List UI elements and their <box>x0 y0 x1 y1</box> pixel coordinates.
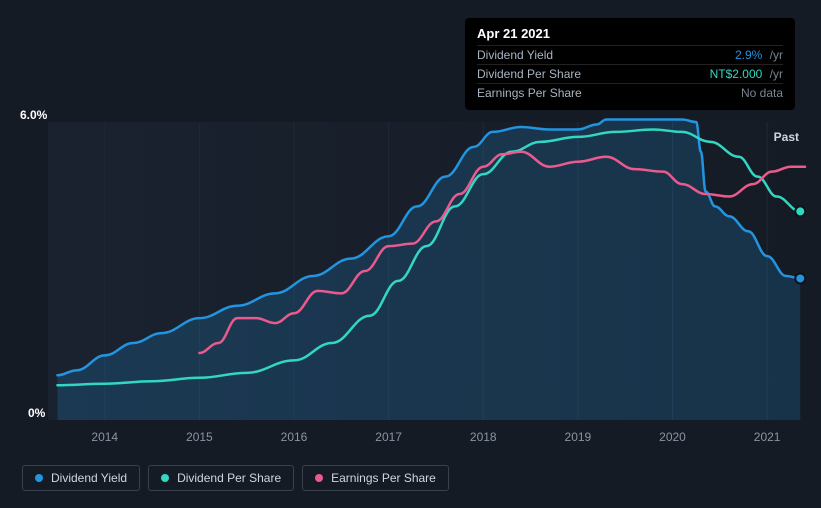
tooltip-date: Apr 21 2021 <box>477 26 783 41</box>
legend-item[interactable]: Dividend Yield <box>22 465 140 491</box>
x-axis-tick-label: 2016 <box>281 430 308 444</box>
tooltip-row-label: Dividend Yield <box>477 48 553 62</box>
tooltip-row: Earnings Per Share No data <box>477 83 783 102</box>
tooltip-row-label: Dividend Per Share <box>477 67 581 81</box>
tooltip-row-label: Earnings Per Share <box>477 86 582 100</box>
x-axis-tick-label: 2020 <box>659 430 686 444</box>
legend-item[interactable]: Dividend Per Share <box>148 465 294 491</box>
x-axis-tick-label: 2019 <box>565 430 592 444</box>
legend-label: Earnings Per Share <box>331 471 436 485</box>
x-axis-tick-label: 2017 <box>375 430 402 444</box>
chart-container: 6.0% 0% Past 2014 2015 2016 2017 2018 2019 202… <box>0 0 821 508</box>
x-axis-tick-label: 2021 <box>754 430 781 444</box>
x-axis-tick-label: 2015 <box>186 430 213 444</box>
y-axis-min-label: 0% <box>28 406 45 420</box>
series-end-marker-dividend_yield <box>795 273 805 283</box>
y-axis-max-label: 6.0% <box>20 108 47 122</box>
tooltip-row-value: 2.9% /yr <box>735 48 783 62</box>
legend-dot-icon <box>161 474 169 482</box>
series-end-marker-dividend_per_share <box>795 206 805 216</box>
x-axis-tick-label: 2014 <box>91 430 118 444</box>
tooltip-row: Dividend Yield 2.9% /yr <box>477 45 783 64</box>
legend-dot-icon <box>35 474 43 482</box>
legend-label: Dividend Per Share <box>177 471 281 485</box>
chart-legend: Dividend Yield Dividend Per Share Earnings… <box>22 465 449 491</box>
legend-item[interactable]: Earnings Per Share <box>302 465 449 491</box>
chart-tooltip: Apr 21 2021 Dividend Yield2.9% /yrDivide… <box>465 18 795 110</box>
legend-label: Dividend Yield <box>51 471 127 485</box>
past-label: Past <box>774 130 799 144</box>
legend-dot-icon <box>315 474 323 482</box>
tooltip-row-value: NT$2.000 /yr <box>710 67 783 81</box>
tooltip-row: Dividend Per Share NT$2.000 /yr <box>477 64 783 83</box>
x-axis-tick-label: 2018 <box>470 430 497 444</box>
tooltip-row-value: No data <box>741 86 783 100</box>
